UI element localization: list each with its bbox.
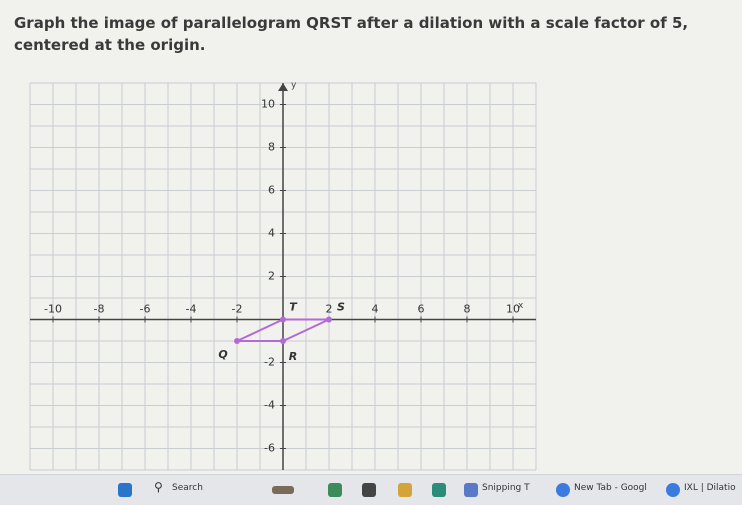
x-tick-label: -8 <box>94 303 105 316</box>
y-tick-label: 8 <box>268 141 275 154</box>
x-tick-label: -2 <box>232 303 243 316</box>
vertex-label: T <box>289 301 298 314</box>
vertex-label: Q <box>218 348 227 361</box>
vertex <box>280 338 286 344</box>
y-tick-label: -4 <box>264 399 275 412</box>
app-icon[interactable] <box>328 483 342 497</box>
x-tick-label: -4 <box>186 303 197 316</box>
vertex-label: S <box>337 301 345 314</box>
x-tick-label: 2 <box>326 303 333 316</box>
x-axis-label: x <box>518 301 524 311</box>
search-box[interactable]: Search <box>172 483 203 493</box>
start-icon[interactable] <box>118 483 132 497</box>
y-tick-label: 4 <box>268 227 275 240</box>
x-tick-label: 6 <box>418 303 425 316</box>
vertex <box>234 338 240 344</box>
x-tick-label: -10 <box>44 303 62 316</box>
ixl-tab[interactable]: IXL | Dilatio <box>684 483 736 493</box>
app-icon[interactable] <box>432 483 446 497</box>
x-tick-label: 8 <box>464 303 471 316</box>
x-tick-label: 4 <box>372 303 379 316</box>
y-tick-label: 2 <box>268 270 275 283</box>
y-tick-label: -6 <box>264 442 275 455</box>
vertex <box>280 316 286 323</box>
chrome-icon[interactable] <box>556 483 570 497</box>
taskbar: ⚲ Search Snipping T New Tab - Googl IXL … <box>0 474 742 505</box>
news-icon[interactable] <box>272 486 294 494</box>
y-tick-label: 6 <box>268 184 275 197</box>
app-icon[interactable] <box>362 483 376 497</box>
snipping-tab[interactable]: Snipping T <box>482 483 530 493</box>
axis-arrow <box>278 83 288 91</box>
chrome-icon[interactable] <box>666 483 680 497</box>
app-icon[interactable] <box>398 483 412 497</box>
y-axis-label: y <box>291 81 297 91</box>
x-tick-label: 10 <box>506 303 520 316</box>
coordinate-graph[interactable]: x y -10 -8 -6 -4 -2 2 4 6 8 10 -6 -4 -2 2 4 6 8 10 Q R S T <box>0 0 742 474</box>
search-icon[interactable]: ⚲ <box>154 480 163 494</box>
question-text: Graph the image of parallelogram QRST af… <box>14 14 689 54</box>
y-tick-label: -2 <box>264 356 275 369</box>
vertex-label: R <box>289 350 297 363</box>
y-tick-label: 10 <box>261 98 275 111</box>
vertex <box>326 316 332 323</box>
snipping-icon[interactable] <box>464 483 478 497</box>
x-tick-label: -6 <box>140 303 151 316</box>
chrome-tab[interactable]: New Tab - Googl <box>574 483 647 493</box>
